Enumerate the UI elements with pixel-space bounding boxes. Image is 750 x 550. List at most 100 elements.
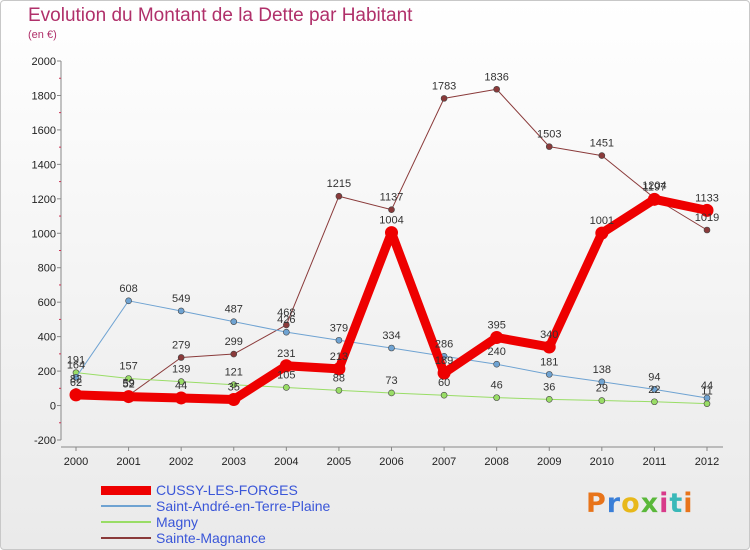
data-point-magny <box>177 378 185 385</box>
data-point-saint-andre <box>125 297 132 305</box>
data-label-sainte-magnance: 59 <box>122 377 134 389</box>
data-label-magny: 121 <box>225 367 243 379</box>
data-point-sainte-magnance <box>335 192 343 200</box>
data-label-cussy-les-forges: 231 <box>277 348 295 360</box>
data-label-saint-andre: 44 <box>701 380 713 392</box>
data-point-cussy-les-forges <box>385 226 398 240</box>
data-label-sainte-magnance: 1137 <box>380 192 404 204</box>
logo-letter: i <box>659 488 670 519</box>
data-point-magny <box>440 391 448 399</box>
series-layer <box>69 85 714 407</box>
x-tick-label: 2004 <box>274 456 298 468</box>
data-label-saint-andre: 94 <box>648 371 660 383</box>
x-tick-label: 2005 <box>327 456 351 468</box>
logo-letter: r <box>606 488 622 519</box>
data-label-cussy-les-forges: 213 <box>330 351 348 363</box>
data-label-cussy-les-forges: 340 <box>540 329 558 341</box>
y-tick-label: 1200 <box>32 194 56 206</box>
data-point-magny <box>283 384 290 391</box>
y-tick-label: -200 <box>34 435 56 447</box>
legend-label-cussy: CUSSY-LES-FORGES <box>156 482 298 498</box>
x-tick-label: 2009 <box>537 456 561 468</box>
data-point-sainte-magnance <box>598 152 606 159</box>
data-point-saint-andre <box>230 318 238 325</box>
data-label-cussy-les-forges: 1001 <box>590 215 614 227</box>
data-point-sainte-magnance <box>440 95 448 102</box>
data-point-magny <box>335 387 343 394</box>
data-point-cussy-les-forges <box>700 203 714 217</box>
data-label-saint-andre: 138 <box>593 364 611 376</box>
data-label-magny: 88 <box>333 372 345 384</box>
x-tick-label: 2011 <box>643 456 667 468</box>
data-point-magny <box>388 389 395 397</box>
x-tick-label: 2003 <box>222 456 246 468</box>
data-label-sainte-magnance: 1204 <box>642 180 666 192</box>
data-label-saint-andre: 240 <box>487 346 505 358</box>
logo-letter: P <box>586 488 607 519</box>
data-label-sainte-magnance: 1503 <box>537 129 561 141</box>
y-tick-label: 1400 <box>32 159 56 171</box>
x-tick-label: 2001 <box>116 456 140 468</box>
y-tick-label: 1000 <box>32 228 56 240</box>
data-label-magny: 11 <box>701 386 712 398</box>
y-tick-label: 1600 <box>32 125 56 137</box>
data-point-saint-andre <box>545 371 553 378</box>
logo-letter: x <box>640 488 660 519</box>
data-point-saint-andre <box>72 373 80 381</box>
data-label-magny: 191 <box>67 355 85 367</box>
data-point-sainte-magnance <box>177 354 185 361</box>
axes: -200 0 200 400 600 800 1000 1200 1400 1600 1800 200… <box>32 56 723 468</box>
data-label-sainte-magnance: 279 <box>172 339 190 351</box>
data-label-magny: 139 <box>172 364 190 376</box>
data-label-cussy-les-forges: 62 <box>70 377 82 389</box>
data-point-saint-andre <box>651 386 658 393</box>
data-point-cussy-les-forges <box>279 359 293 373</box>
data-label-saint-andre: 608 <box>119 283 137 295</box>
x-tick-label: 2000 <box>64 456 88 468</box>
logo-letter: i <box>683 488 694 519</box>
data-point-saint-andre <box>493 360 500 368</box>
data-label-sainte-magnance: 468 <box>277 307 295 319</box>
data-point-cussy-les-forges <box>595 226 609 240</box>
data-label-sainte-magnance: 1836 <box>484 71 508 83</box>
data-label-magny: 36 <box>543 381 555 393</box>
data-point-cussy-les-forges <box>542 340 556 354</box>
data-point-magny <box>493 394 500 401</box>
data-point-sainte-magnance <box>283 321 290 329</box>
data-label-sainte-magnance: 1215 <box>327 178 351 190</box>
y-tick-label: 600 <box>38 297 56 309</box>
y-tick-label: 200 <box>38 366 56 378</box>
data-point-magny <box>703 400 711 407</box>
data-point-cussy-les-forges <box>437 366 451 380</box>
data-point-saint-andre <box>703 394 711 402</box>
data-label-sainte-magnance: 1451 <box>590 138 614 150</box>
data-labels: 62 52 44 35 231 213 1004 189 395 340 1001 1197 1133 1… <box>67 71 719 397</box>
x-tick-label: 2008 <box>484 456 508 468</box>
data-label-sainte-magnance: 299 <box>225 336 243 348</box>
data-label-cussy-les-forges: 44 <box>175 380 187 392</box>
x-tick-label: 2010 <box>590 456 614 468</box>
data-label-cussy-les-forges: 1004 <box>379 215 403 227</box>
data-point-sainte-magnance <box>493 85 500 93</box>
data-label-sainte-magnance: 1783 <box>432 80 456 92</box>
data-point-saint-andre <box>335 336 343 344</box>
y-tick-label: 400 <box>38 332 56 344</box>
x-tick-label: 2012 <box>695 456 719 468</box>
chart-subtitle: (en €) <box>28 29 57 41</box>
y-tick-label: 0 <box>50 401 56 413</box>
legend-label-saint-andre: Saint-André-en-Terre-Plaine <box>156 498 331 514</box>
data-point-sainte-magnance <box>388 206 395 213</box>
legend-swatch-saint-andre <box>101 505 151 507</box>
legend-swatch-cussy <box>101 486 151 495</box>
data-label-cussy-les-forges: 1133 <box>695 192 719 204</box>
data-point-sainte-magnance <box>545 143 553 150</box>
x-tick-label: 2007 <box>432 456 456 468</box>
data-label-magny: 60 <box>438 377 450 389</box>
data-point-magny <box>651 398 658 406</box>
legend-label-magny: Magny <box>156 514 199 530</box>
data-point-saint-andre <box>177 307 185 315</box>
data-point-cussy-les-forges <box>647 192 661 206</box>
data-point-sainte-magnance <box>230 350 238 358</box>
data-point-magny <box>125 375 132 382</box>
